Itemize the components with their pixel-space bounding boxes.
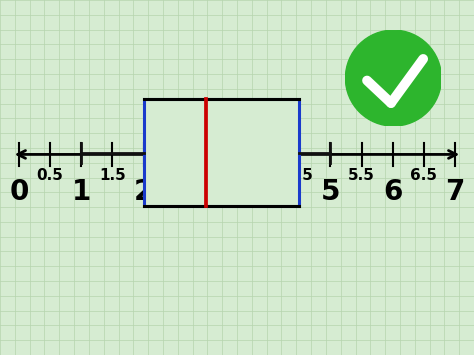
Text: 1.5: 1.5 [99, 168, 126, 183]
Text: 7: 7 [446, 178, 465, 206]
Text: 2.5: 2.5 [161, 168, 188, 183]
Text: 3: 3 [196, 178, 216, 206]
Text: 1: 1 [72, 178, 91, 206]
Text: 5.5: 5.5 [348, 168, 375, 183]
Circle shape [346, 30, 441, 126]
Text: 6.5: 6.5 [410, 168, 438, 183]
Text: 3.5: 3.5 [224, 168, 250, 183]
Text: 0: 0 [9, 178, 28, 206]
Bar [144, 99, 299, 206]
Text: 0.5: 0.5 [36, 168, 64, 183]
Text: 6: 6 [383, 178, 402, 206]
Text: 2: 2 [134, 178, 153, 206]
Text: 5: 5 [321, 178, 340, 206]
Text: 4: 4 [258, 178, 278, 206]
Text: 4.5: 4.5 [286, 168, 313, 183]
